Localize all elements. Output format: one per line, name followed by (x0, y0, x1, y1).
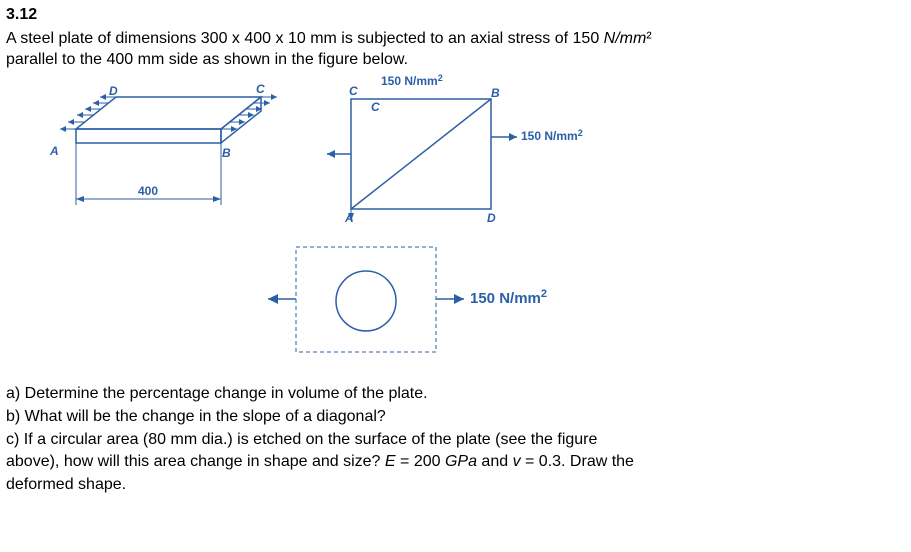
label-A: A (49, 144, 59, 158)
question-c-line2: above), how will this area change in sha… (6, 451, 905, 473)
right-stress-label: 150 N/mm2 (470, 288, 547, 307)
label-B: B (222, 146, 231, 160)
question-b: b) What will be the change in the slope … (6, 406, 905, 428)
label-C-inner: C (371, 100, 380, 114)
question-c-line3: deformed shape. (6, 474, 905, 496)
unit: N/mm (604, 30, 647, 47)
figures-row-2: 150 N/mm2 (266, 239, 905, 366)
sup: ² (646, 30, 651, 47)
label-D: D (109, 84, 118, 98)
questions: a) Determine the percentage change in vo… (6, 383, 905, 495)
figures-row-1: D C B A 400 (46, 77, 905, 227)
dim-400: 400 (138, 184, 158, 198)
right-stress-label: 150 N/mm2 (521, 128, 583, 143)
question-c-line1: c) If a circular area (80 mm dia.) is et… (6, 429, 905, 451)
right-arrows (221, 94, 277, 132)
text-part: parallel to the 400 mm side as shown in … (6, 51, 408, 68)
question-a: a) Determine the percentage change in vo… (6, 383, 905, 405)
problem-number: 3.12 (6, 4, 905, 26)
label-D: D (487, 211, 496, 225)
left-arrows (60, 94, 116, 132)
problem-statement: A steel plate of dimensions 300 x 400 x … (6, 28, 905, 71)
label-C-outer: C (349, 84, 358, 98)
label-C: C (256, 82, 265, 96)
top-stress-label: 150 N/mm2 (381, 73, 443, 88)
figure-square-diagonal: A D B C C 150 N/mm2 150 N/mm2 (321, 77, 581, 227)
figure-etched-circle: 150 N/mm2 (266, 239, 566, 359)
figure-iso-plate: D C B A 400 (46, 77, 281, 227)
text-part: A steel plate of dimensions 300 x 400 x … (6, 30, 604, 47)
label-B: B (491, 86, 500, 100)
